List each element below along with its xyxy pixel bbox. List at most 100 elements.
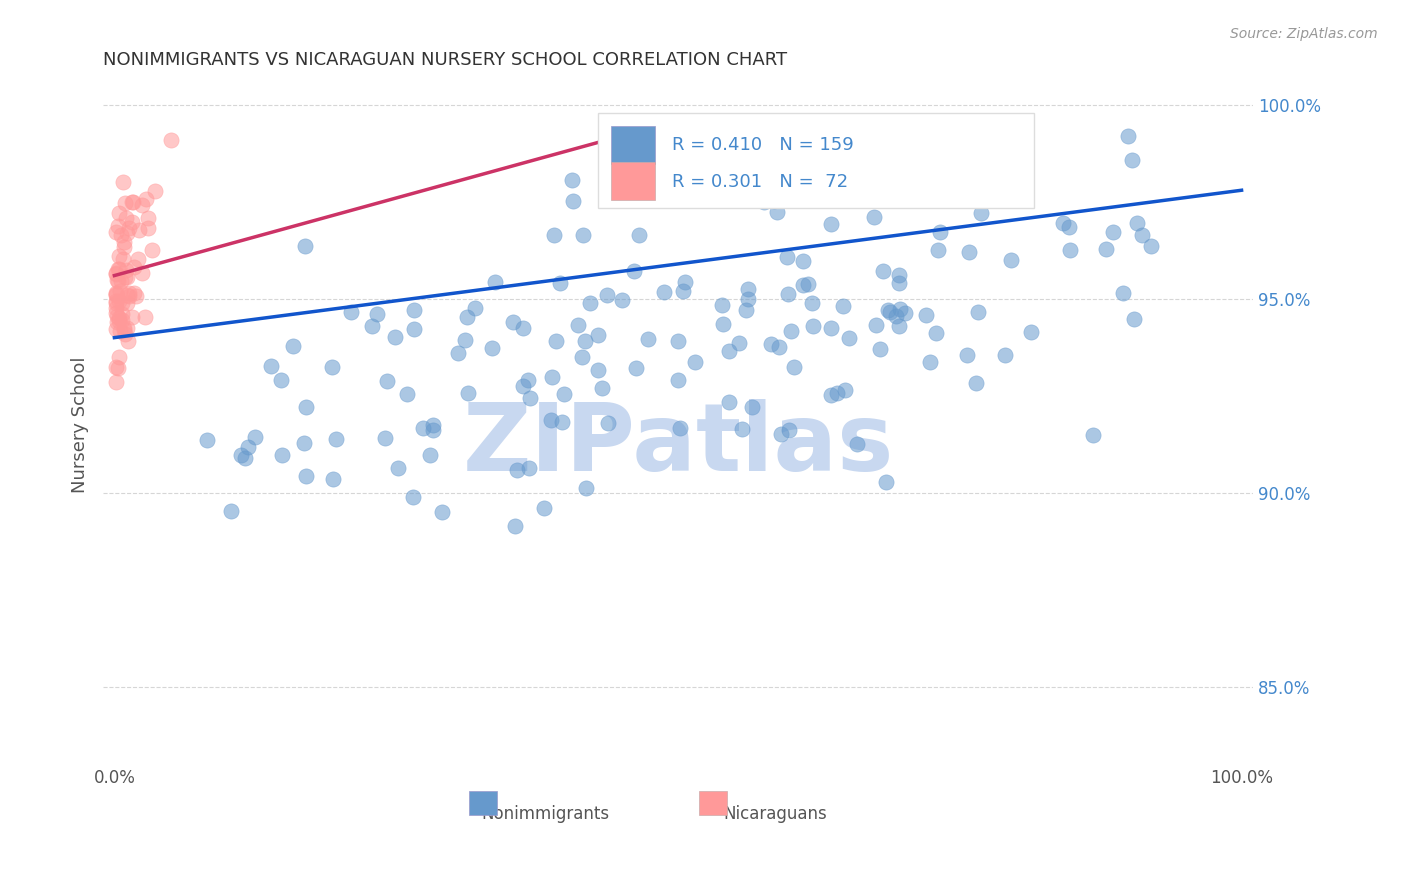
Point [295, 401, 318, 415]
Point [481, 341, 503, 355]
Point [114, 240, 136, 254]
Point [612, 293, 634, 307]
Point [825, 386, 848, 401]
Point [107, 310, 129, 325]
Point [1059, 243, 1081, 257]
FancyBboxPatch shape [598, 112, 1035, 208]
Point [596, 288, 619, 302]
Point [111, 313, 134, 327]
Point [540, 370, 562, 384]
Point [875, 475, 897, 489]
Point [768, 340, 790, 354]
Point [110, 227, 132, 242]
Point [229, 448, 252, 462]
Point [294, 468, 316, 483]
Point [112, 321, 135, 335]
Point [502, 315, 524, 329]
Point [728, 336, 751, 351]
Point [1112, 285, 1135, 300]
Point [869, 342, 891, 356]
Point [820, 388, 842, 402]
Point [730, 422, 752, 436]
Point [759, 337, 782, 351]
Point [778, 423, 800, 437]
Text: Nonimmigrants: Nonimmigrants [482, 805, 610, 823]
Point [112, 175, 135, 189]
Point [863, 211, 886, 225]
Point [294, 239, 316, 253]
Point [832, 300, 855, 314]
Point [111, 307, 134, 321]
Point [737, 282, 759, 296]
Point [121, 194, 143, 209]
Point [136, 220, 159, 235]
Text: R = 0.410   N = 159: R = 0.410 N = 159 [672, 136, 853, 153]
Point [136, 211, 159, 225]
Point [949, 182, 972, 196]
Point [105, 266, 128, 280]
Bar [612, 127, 655, 163]
Point [685, 355, 707, 369]
Text: NONIMMIGRANTS VS NICARAGUAN NURSERY SCHOOL CORRELATION CHART: NONIMMIGRANTS VS NICARAGUAN NURSERY SCHO… [103, 51, 787, 69]
Point [797, 277, 820, 292]
Point [454, 333, 477, 347]
Point [122, 285, 145, 300]
Point [128, 223, 150, 237]
Point [889, 302, 911, 317]
Point [1101, 225, 1123, 239]
Point [838, 331, 860, 345]
Point [104, 375, 127, 389]
Point [115, 263, 138, 277]
Point [115, 295, 138, 310]
Point [1000, 252, 1022, 267]
Point [779, 176, 801, 190]
Point [780, 325, 803, 339]
Point [107, 294, 129, 309]
Point [419, 448, 441, 462]
Point [792, 277, 814, 292]
Point [396, 386, 419, 401]
Point [666, 334, 689, 349]
Point [551, 415, 574, 429]
Point [107, 261, 129, 276]
Point [872, 264, 894, 278]
Point [956, 348, 979, 362]
Point [104, 288, 127, 302]
Bar [468, 791, 498, 815]
Point [260, 359, 283, 373]
Point [135, 192, 157, 206]
Point [270, 373, 292, 387]
Point [105, 267, 128, 281]
Point [915, 308, 938, 322]
Text: Source: ZipAtlas.com: Source: ZipAtlas.com [1230, 27, 1378, 41]
Point [505, 463, 527, 477]
Point [533, 501, 555, 516]
Point [966, 305, 988, 319]
Point [104, 306, 127, 320]
Point [104, 225, 127, 239]
Point [105, 294, 128, 309]
Point [125, 288, 148, 302]
Point [281, 339, 304, 353]
Point [889, 319, 911, 334]
Point [108, 249, 131, 263]
Point [114, 195, 136, 210]
Point [928, 226, 950, 240]
Point [366, 307, 388, 321]
Point [894, 306, 917, 320]
Point [121, 195, 143, 210]
Point [820, 321, 842, 335]
Point [134, 310, 156, 324]
Point [579, 296, 602, 310]
Point [571, 350, 593, 364]
Point [270, 448, 292, 462]
Point [965, 376, 987, 391]
Point [104, 322, 127, 336]
Point [711, 298, 734, 312]
Point [121, 214, 143, 228]
Point [717, 395, 740, 409]
Point [107, 350, 129, 364]
Point [673, 275, 696, 289]
Point [322, 472, 344, 486]
Point [1121, 153, 1143, 167]
